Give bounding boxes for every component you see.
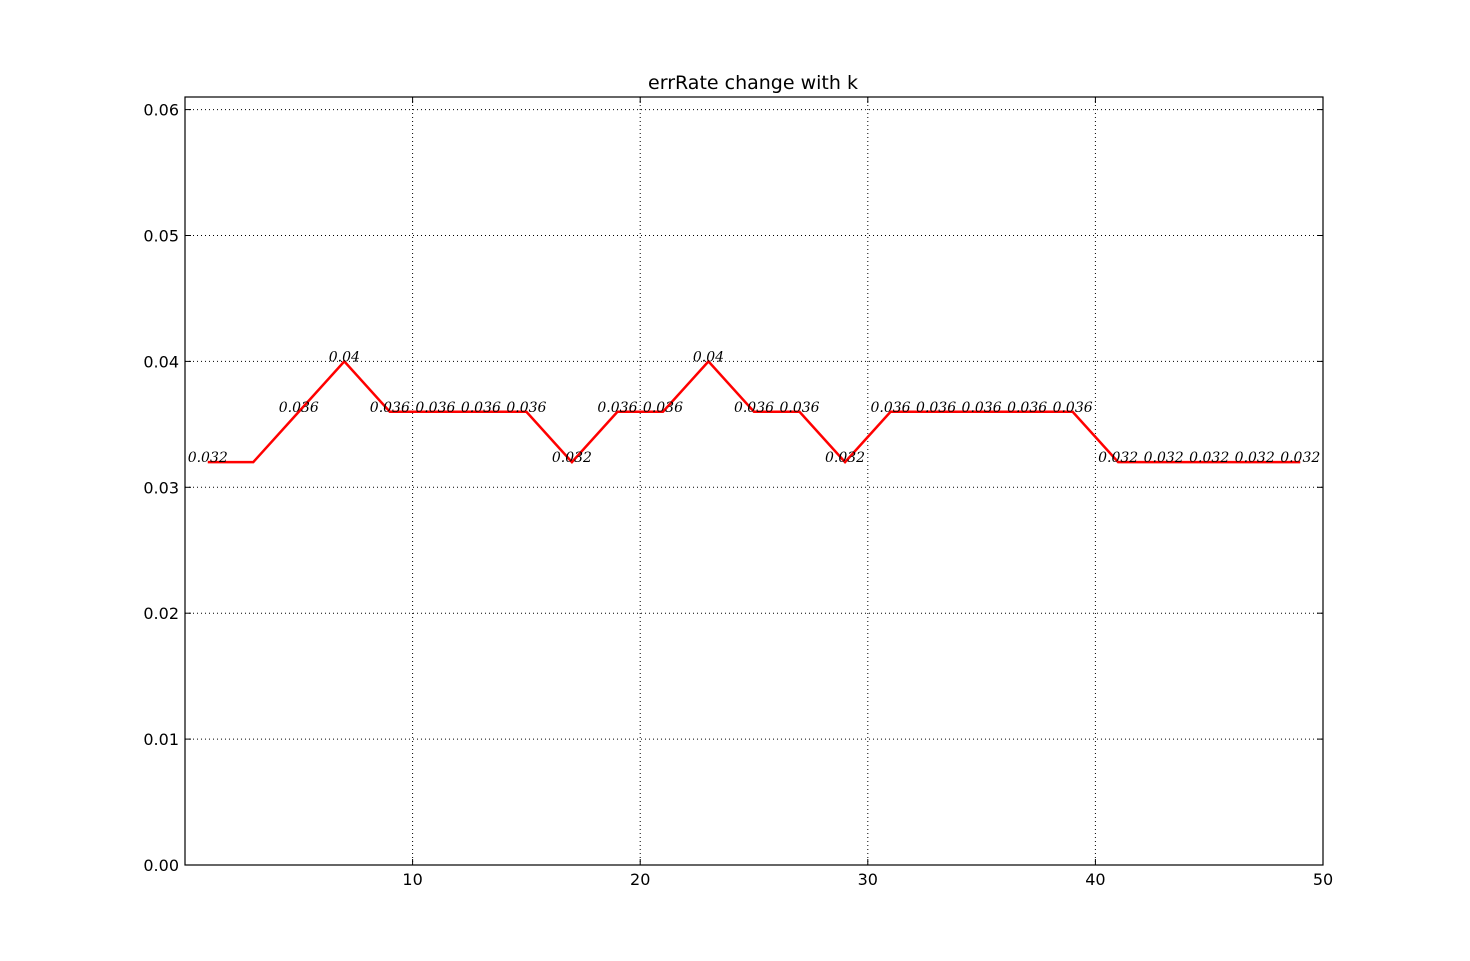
data-label: 0.032 — [1280, 450, 1320, 466]
data-label: 0.04 — [693, 349, 724, 365]
y-tick-label: 0.05 — [143, 226, 179, 245]
x-tick-label: 50 — [1313, 870, 1333, 889]
data-label: 0.036 — [871, 400, 911, 416]
series-errrate — [207, 359, 1301, 464]
data-label: 0.036 — [916, 400, 956, 416]
data-label: 0.04 — [329, 349, 360, 365]
plot-area-frame — [184, 96, 1324, 866]
data-label: 0.036 — [279, 400, 319, 416]
data-label: 0.032 — [1144, 450, 1184, 466]
data-label: 0.036 — [461, 400, 501, 416]
data-label: 0.036 — [415, 400, 455, 416]
data-label: 0.032 — [825, 450, 865, 466]
x-tick-label: 20 — [630, 870, 650, 889]
data-label: 0.036 — [1053, 400, 1093, 416]
data-label: 0.036 — [1007, 400, 1047, 416]
y-tick-label: 0.02 — [143, 604, 179, 623]
axis-ticks: 0.00 0.01 0.02 0.03 0.04 0.05 0.06 10 20 30 40 50 — [143, 97, 1333, 889]
chart-title: errRate change with k — [648, 72, 858, 94]
y-tick-label: 0.04 — [143, 352, 179, 371]
grid — [185, 97, 1323, 865]
data-label: 0.036 — [506, 400, 546, 416]
data-label: 0.032 — [1189, 450, 1229, 466]
data-label: 0.032 — [188, 450, 228, 466]
data-labels: 0.032 0.036 0.04 0.036 0.036 0.036 0.036 0.032 0… — [188, 349, 1321, 466]
y-tick-label: 0.01 — [143, 730, 179, 749]
x-tick-label: 10 — [402, 870, 422, 889]
data-label: 0.032 — [1235, 450, 1275, 466]
data-label: 0.036 — [370, 400, 410, 416]
x-tick-label: 30 — [858, 870, 878, 889]
y-tick-label: 0.03 — [143, 478, 179, 497]
data-label: 0.036 — [779, 400, 819, 416]
data-label: 0.036 — [962, 400, 1002, 416]
series-line — [207, 359, 1301, 464]
data-label: 0.032 — [552, 450, 592, 466]
data-label: 0.036 — [643, 400, 683, 416]
y-tick-label: 0.00 — [143, 856, 179, 875]
data-label: 0.036 — [734, 400, 774, 416]
x-tick-label: 40 — [1085, 870, 1105, 889]
data-label: 0.036 — [597, 400, 637, 416]
data-label: 0.032 — [1098, 450, 1138, 466]
y-tick-label: 0.06 — [143, 101, 179, 120]
